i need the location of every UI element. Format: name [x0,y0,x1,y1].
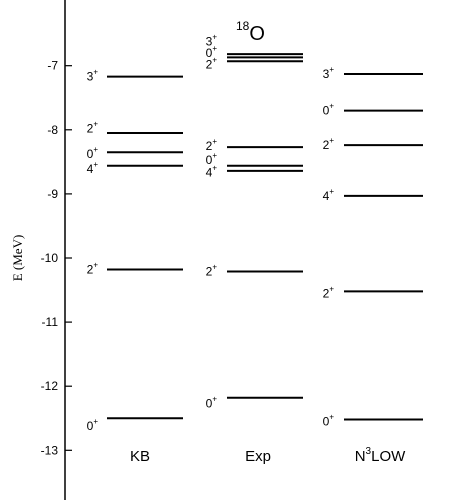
level-label-exp: 2+ [206,262,218,278]
level-label-base: 2 [87,122,94,136]
level-label-sup: + [93,160,98,169]
level-label-exp: 0+ [206,395,218,411]
level-label-sup: + [329,412,334,421]
title-base: O [249,23,265,45]
column-name-base: Exp [245,448,271,465]
level-label-base: 2 [206,57,213,71]
level-label-sup: + [329,136,334,145]
y-tick-label: -11 [42,315,59,329]
y-tick-label: -10 [41,251,59,265]
level-label-sup: + [212,151,217,160]
level-label-exp: 4+ [206,164,218,180]
level-label-base: 3 [206,34,213,48]
column-name-base: KB [130,448,150,465]
level-label-base: 4 [206,166,213,180]
level-label-kb: 2+ [87,261,99,277]
level-label-sup: + [212,262,217,271]
level-label-sup: + [212,44,217,53]
level-label-base: 2 [87,263,94,277]
column-name-kb: KB [130,448,150,465]
column-name-rest: LOW [371,448,406,465]
level-label-kb: 2+ [87,120,99,136]
level-label-n3low: 4+ [323,187,335,203]
level-label-n3low: 0+ [323,102,335,118]
column-names: KB Exp N3LOW [130,446,406,465]
level-label-n3low: 2+ [323,284,335,300]
level-label-sup: + [329,187,334,196]
y-tick-label: -13 [41,443,59,457]
title-superscript: 18 [236,19,250,33]
level-label-base: 0 [87,419,94,433]
level-label-kb: 0+ [87,145,99,161]
level-label-base: 2 [323,138,330,152]
level-label-exp: 3+ [206,32,218,48]
level-labels: 3+2+0+4+2+0+3+0+2+2+0+4+2+0+3+0+2+4+2+0+ [87,32,335,433]
level-label-base: 0 [206,46,213,60]
level-label-exp: 2+ [206,55,218,71]
level-label-sup: + [329,284,334,293]
level-label-n3low: 2+ [323,136,335,152]
level-label-base: 4 [323,189,330,203]
level-label-sup: + [212,395,217,404]
level-label-kb: 4+ [87,160,99,176]
level-label-base: 0 [323,104,330,118]
level-label-base: 2 [206,139,213,153]
level-label-base: 2 [323,286,330,300]
level-label-exp: 0+ [206,151,218,167]
chart-title: 18O [236,19,265,45]
level-label-sup: + [212,137,217,146]
level-label-base: 0 [206,153,213,167]
level-label-sup: + [93,145,98,154]
level-label-exp: 0+ [206,44,218,60]
level-label-base: 3 [87,70,94,84]
level-label-base: 3 [323,67,330,81]
level-label-base: 0 [323,414,330,428]
level-label-sup: + [93,261,98,270]
level-label-sup: + [93,68,98,77]
y-axis-label: E (MeV) [10,235,25,282]
level-label-base: 0 [206,397,213,411]
column-name-sup: 3 [366,446,372,457]
level-label-base: 2 [206,264,213,278]
y-tick-label: -7 [47,59,58,73]
level-label-n3low: 3+ [323,65,335,81]
level-label-sup: + [93,417,98,426]
y-ticks: -7 -8 -9 -10 -11 -12 -13 [41,59,72,457]
level-label-sup: + [329,102,334,111]
level-label-base: 0 [87,147,94,161]
level-label-kb: 0+ [87,417,99,433]
level-label-sup: + [212,164,217,173]
energy-levels [107,53,423,421]
level-label-sup: + [329,65,334,74]
level-label-sup: + [212,55,217,64]
level-label-sup: + [93,120,98,129]
y-tick-label: -8 [47,123,58,137]
level-label-sup: + [212,32,217,41]
level-label-base: 4 [87,162,94,176]
y-tick-label: -12 [41,379,59,393]
column-name-base: N [355,448,366,465]
level-label-n3low: 0+ [323,412,335,428]
y-tick-label: -9 [47,187,58,201]
level-label-kb: 3+ [87,68,99,84]
column-name-exp: Exp [245,448,271,465]
level-label-exp: 2+ [206,137,218,153]
column-name-n3low: N3LOW [355,446,406,465]
